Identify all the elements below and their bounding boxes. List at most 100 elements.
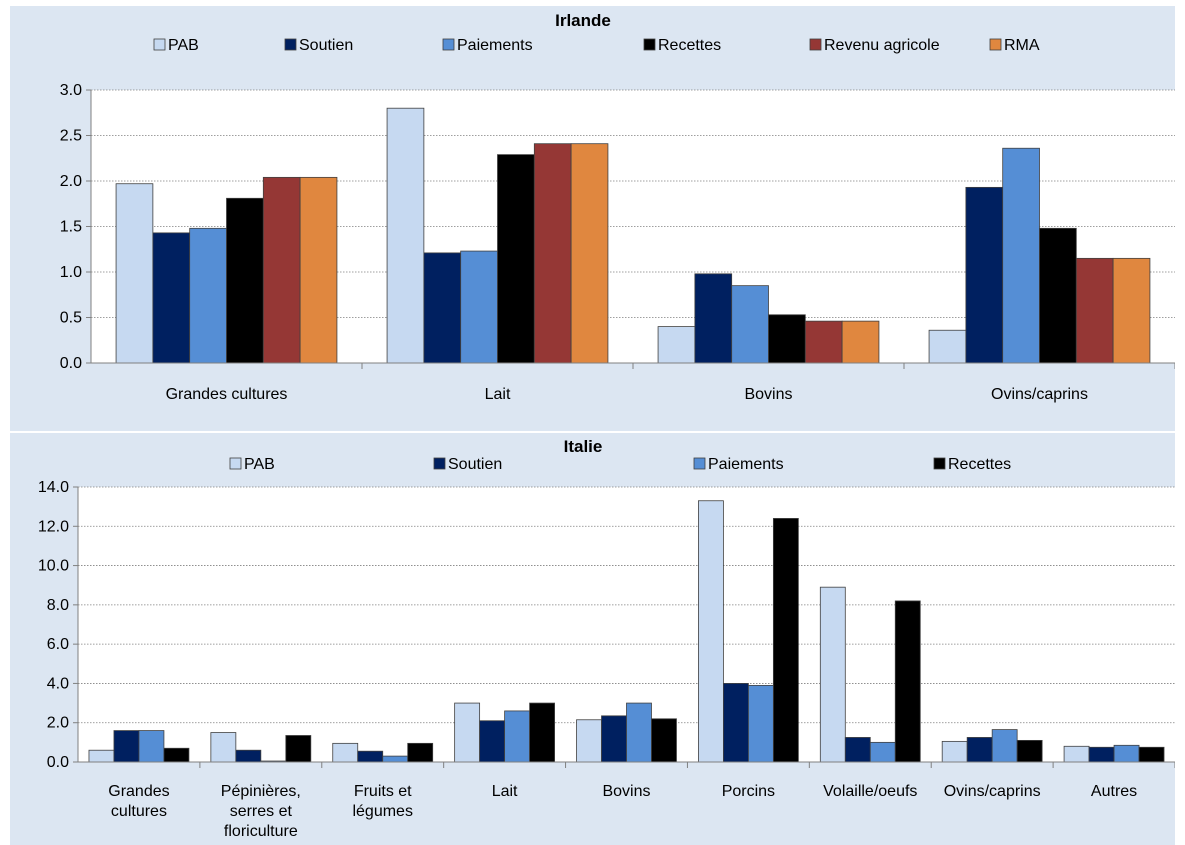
bar-recettes-grandes-cultures bbox=[226, 197, 264, 364]
y-tick-label: 2.0 bbox=[60, 173, 82, 190]
bar-recettes-porcins bbox=[772, 518, 799, 763]
y-tick-label: 6.0 bbox=[47, 636, 69, 653]
x-category-label-grandes-cultures: Grandes cultures bbox=[166, 386, 288, 403]
legend-swatch-paiements bbox=[693, 457, 706, 470]
bar-paiements-bovins bbox=[731, 285, 769, 364]
bar-pab-fruits-et-legumes bbox=[332, 742, 359, 763]
y-tick-label: 2.0 bbox=[47, 715, 69, 732]
legend-label-pab: PAB bbox=[168, 37, 199, 54]
bar-paiements-lait bbox=[504, 710, 530, 763]
legend-swatch-pab bbox=[229, 457, 242, 470]
x-category-label-bovins: Bovins bbox=[744, 386, 792, 403]
bar-pab-ovins-caprins bbox=[941, 740, 968, 763]
legend-label-recettes: Recettes bbox=[658, 37, 721, 54]
bar-revenu-agricole-lait bbox=[533, 143, 572, 364]
bar-pab-lait bbox=[454, 702, 481, 763]
bar-soutien-lait bbox=[479, 720, 506, 763]
y-tick-label: 1.0 bbox=[60, 264, 82, 281]
bar-paiements-grandes-cultures bbox=[189, 227, 227, 364]
bar-pab-bovins bbox=[576, 719, 602, 763]
legend-label-rma: RMA bbox=[1004, 37, 1040, 54]
bar-rma-grandes-cultures bbox=[299, 176, 338, 364]
chart-italie: Italie PAB Soutien Paiements Recettes 0.0 2.0 4… bbox=[38, 437, 1175, 840]
chart-title: Irlande bbox=[555, 11, 611, 30]
legend-swatch-soutien bbox=[284, 38, 297, 51]
legend-label-revenu-agricole: Revenu agricole bbox=[824, 37, 940, 54]
bar-rma-lait bbox=[570, 143, 609, 364]
legend-swatch-revenu-agricole bbox=[809, 38, 822, 51]
legend-label-pab: PAB bbox=[244, 456, 275, 473]
bar-soutien-ovins-caprins bbox=[965, 186, 1004, 364]
bar-paiements-ovins-caprins bbox=[991, 729, 1018, 763]
bar-pab-pepinieres-serres-et-floriculture bbox=[210, 732, 237, 763]
bar-soutien-ovins-caprins bbox=[966, 737, 993, 763]
bar-recettes-pepinieres-serres-et-floriculture bbox=[285, 735, 312, 763]
legend-swatch-paiements bbox=[442, 38, 455, 51]
chart-panel-italie: Italie PAB Soutien Paiements Recettes 0.0 2.0 4… bbox=[10, 433, 1175, 845]
bar-pab-bovins bbox=[657, 326, 696, 364]
x-category-label-grandes-cultures: Grandes cultures bbox=[108, 783, 169, 820]
bar-pab-ovins-caprins bbox=[928, 329, 967, 364]
bar-soutien-pepinieres-serres-et-floriculture bbox=[235, 749, 262, 763]
x-category-label-autres: Autres bbox=[1091, 783, 1137, 800]
bar-recettes-autres bbox=[1138, 746, 1165, 763]
bar-pab-porcins bbox=[698, 500, 724, 763]
legend-swatch-recettes bbox=[643, 38, 656, 51]
y-tick-label: 8.0 bbox=[47, 597, 69, 614]
bar-soutien-grandes-cultures bbox=[113, 730, 140, 763]
bar-recettes-bovins bbox=[651, 718, 677, 763]
bar-pab-grandes-cultures bbox=[88, 749, 115, 763]
bar-paiements-lait bbox=[460, 250, 498, 364]
y-tick-label: 2.5 bbox=[60, 128, 82, 145]
legend-swatch-pab bbox=[153, 38, 166, 51]
legend-swatch-rma bbox=[989, 38, 1002, 51]
bar-soutien-porcins bbox=[723, 683, 749, 763]
bar-revenu-agricole-grandes-cultures bbox=[262, 176, 301, 364]
bar-paiements-bovins bbox=[626, 702, 652, 763]
x-category-label-pepinieres-serres-et-floriculture: Pépinières, serres et floriculture bbox=[221, 783, 301, 840]
bar-paiements-porcins bbox=[747, 684, 774, 763]
bar-recettes-bovins bbox=[768, 314, 806, 364]
bar-paiements-volaille-oeufs bbox=[869, 741, 896, 763]
x-category-label-lait: Lait bbox=[492, 783, 518, 800]
bar-revenu-agricole-bovins bbox=[804, 320, 843, 364]
bar-pab-grandes-cultures bbox=[115, 183, 154, 364]
bar-rma-bovins bbox=[841, 320, 880, 364]
legend-label-recettes: Recettes bbox=[948, 456, 1011, 473]
x-category-label-ovins-caprins: Ovins/caprins bbox=[944, 783, 1041, 800]
bar-soutien-bovins bbox=[694, 273, 733, 364]
bar-paiements-ovins-caprins bbox=[1002, 147, 1040, 364]
bar-recettes-lait bbox=[497, 154, 535, 364]
chart-panel-irlande: Irlande PAB Soutien Paiements Recettes Revenu… bbox=[10, 6, 1175, 431]
bar-soutien-lait bbox=[423, 252, 462, 364]
bar-paiements-fruits-et-legumes bbox=[382, 755, 409, 763]
x-category-label-volaille-oeufs: Volaille/oeufs bbox=[823, 783, 917, 800]
bar-soutien-bovins bbox=[601, 715, 627, 763]
y-tick-label: 10.0 bbox=[38, 558, 69, 575]
x-category-label-ovins-caprins: Ovins/caprins bbox=[991, 386, 1088, 403]
bar-soutien-grandes-cultures bbox=[152, 232, 191, 364]
x-category-label-fruits-et-legumes: Fruits et légumes bbox=[352, 783, 412, 820]
bar-recettes-fruits-et-legumes bbox=[407, 742, 434, 763]
bar-recettes-lait bbox=[529, 702, 555, 763]
y-tick-label: 12.0 bbox=[38, 518, 69, 535]
legend-label-paiements: Paiements bbox=[457, 37, 533, 54]
y-tick-label: 0.0 bbox=[47, 754, 69, 771]
y-tick-label: 14.0 bbox=[38, 479, 69, 496]
x-category-label-porcins: Porcins bbox=[722, 783, 775, 800]
bar-recettes-volaille-oeufs bbox=[894, 600, 921, 763]
bar-pab-autres bbox=[1063, 745, 1090, 763]
chart-title: Italie bbox=[564, 437, 603, 456]
y-tick-label: 3.0 bbox=[60, 82, 82, 99]
bar-recettes-ovins-caprins bbox=[1016, 739, 1043, 763]
x-category-label-lait: Lait bbox=[485, 386, 511, 403]
x-category-label-bovins: Bovins bbox=[602, 783, 650, 800]
legend-label-soutien: Soutien bbox=[448, 456, 502, 473]
bar-rma-ovins-caprins bbox=[1112, 257, 1151, 364]
bar-soutien-autres bbox=[1088, 746, 1115, 763]
legend-swatch-recettes bbox=[933, 457, 946, 470]
y-tick-label: 4.0 bbox=[47, 675, 69, 692]
bar-soutien-volaille-oeufs bbox=[844, 737, 871, 763]
legend-label-soutien: Soutien bbox=[299, 37, 353, 54]
y-tick-label: 0.0 bbox=[60, 355, 82, 372]
